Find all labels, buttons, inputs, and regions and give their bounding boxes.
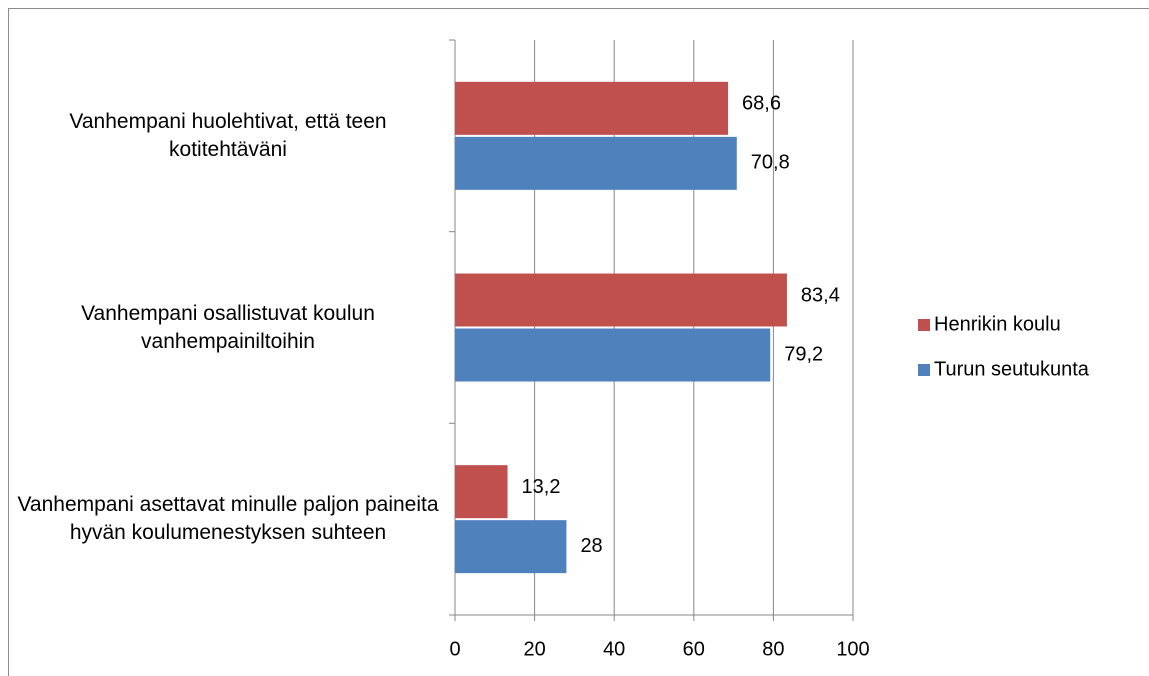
data-label: 70,8 (751, 152, 790, 174)
x-tick-label: 100 (836, 638, 869, 660)
x-tick-label: 60 (683, 638, 705, 660)
x-tick-label: 0 (449, 638, 460, 660)
y-tick-label: Vanhempani asettavat minulle paljon pain… (17, 493, 439, 545)
chart-frame (8, 8, 1149, 676)
data-label: 28 (580, 535, 602, 557)
bar (455, 136, 737, 190)
x-tick-label: 40 (603, 638, 625, 660)
legend-swatch (918, 364, 930, 376)
data-label: 68,6 (742, 93, 781, 115)
bar (455, 520, 567, 574)
legend-label: Henrikin koulu (934, 313, 1061, 335)
y-tick-label: Vanhempani osallistuvat koulun vanhempai… (81, 301, 375, 353)
x-tick-label: 20 (523, 638, 545, 660)
data-label: 79,2 (784, 343, 823, 365)
bar (455, 328, 771, 382)
y-tick-label: Vanhempani huolehtivat, että teen kotite… (69, 109, 387, 161)
legend-swatch (918, 319, 930, 331)
bar (455, 273, 787, 327)
bar (455, 465, 508, 519)
data-label: 13,2 (522, 476, 561, 498)
legend-label: Turun seutukunta (934, 358, 1090, 380)
bar (455, 81, 729, 135)
x-tick-label: 80 (762, 638, 784, 660)
data-label: 83,4 (801, 284, 840, 306)
